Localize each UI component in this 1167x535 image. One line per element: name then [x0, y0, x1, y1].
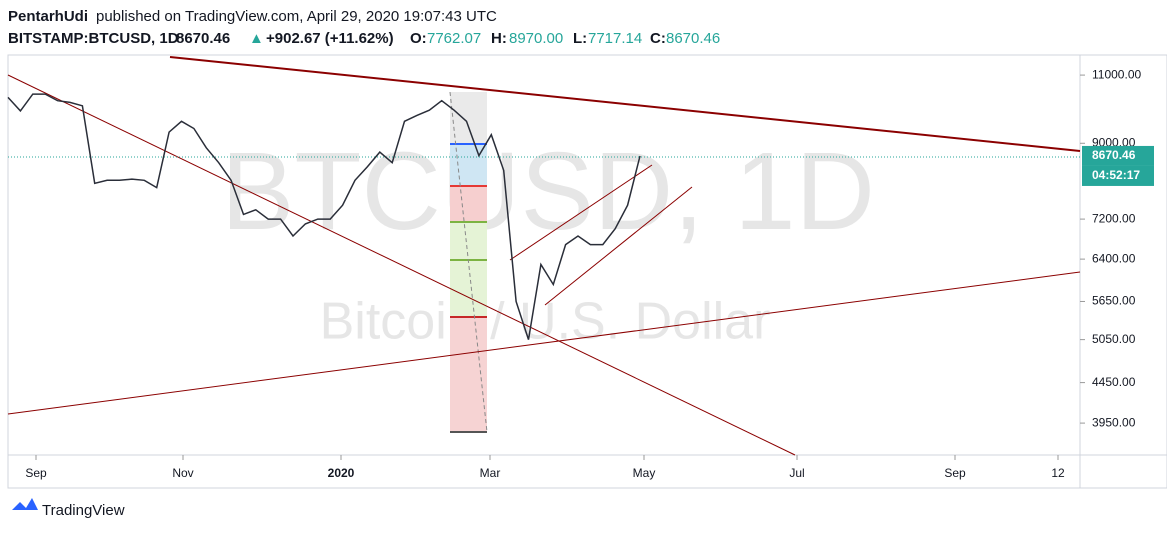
price-line [7, 93, 641, 340]
frame [7, 54, 1167, 489]
open: 7762.07 [427, 30, 481, 47]
y-tick-label: 5050.00 [1092, 332, 1136, 346]
countdown: 04:52:17 [1092, 168, 1140, 182]
x-tick-label: Nov [172, 466, 193, 480]
c-label: C: [650, 30, 666, 47]
published: published on TradingView.com, April 29, … [96, 8, 497, 25]
fib-box [449, 91, 488, 433]
author: PentarhUdi [8, 8, 88, 25]
o-label: O: [410, 30, 427, 47]
close: 8670.46 [666, 30, 720, 47]
y-tick-label: 6400.00 [1092, 251, 1136, 265]
l-label: L: [573, 30, 587, 47]
symbol: BITSTAMP:BTCUSD, 1D [8, 30, 179, 47]
y-tick-label: 5650.00 [1092, 294, 1136, 308]
x-tick-label: Mar [480, 466, 501, 480]
x-tick-label: Sep [944, 466, 966, 480]
y-tick-label: 3950.00 [1092, 415, 1136, 429]
x-tick-label: 2020 [328, 466, 355, 480]
y-tick-label: 4450.00 [1092, 375, 1136, 389]
logo [12, 498, 38, 510]
price-label: 8670.46 [1092, 148, 1136, 162]
last: 8670.46 [176, 30, 230, 47]
watermark: BTCUSD, 1D [221, 130, 875, 253]
trend-lines [7, 56, 1081, 456]
x-tick-label: May [633, 466, 656, 480]
h-label: H: [491, 30, 507, 47]
y-tick-label: 7200.00 [1092, 211, 1136, 225]
x-tick-label: 12 [1051, 466, 1065, 480]
x-tick-label: Jul [789, 466, 804, 480]
x-tick-label: Sep [25, 466, 47, 480]
brand: TradingView [42, 502, 125, 519]
high: 8970.00 [509, 30, 563, 47]
arrow: ▲ [249, 30, 264, 47]
change: +902.67 (+11.62%) [266, 30, 394, 47]
watermark-sub: Bitcoin / U.S. Dollar [320, 293, 771, 351]
y-tick-label: 11000.00 [1092, 67, 1141, 81]
price-label-box [1082, 145, 1154, 166]
countdown-box [1082, 165, 1154, 186]
low: 7717.14 [588, 30, 642, 47]
y-tick-label: 9000.00 [1092, 135, 1136, 149]
